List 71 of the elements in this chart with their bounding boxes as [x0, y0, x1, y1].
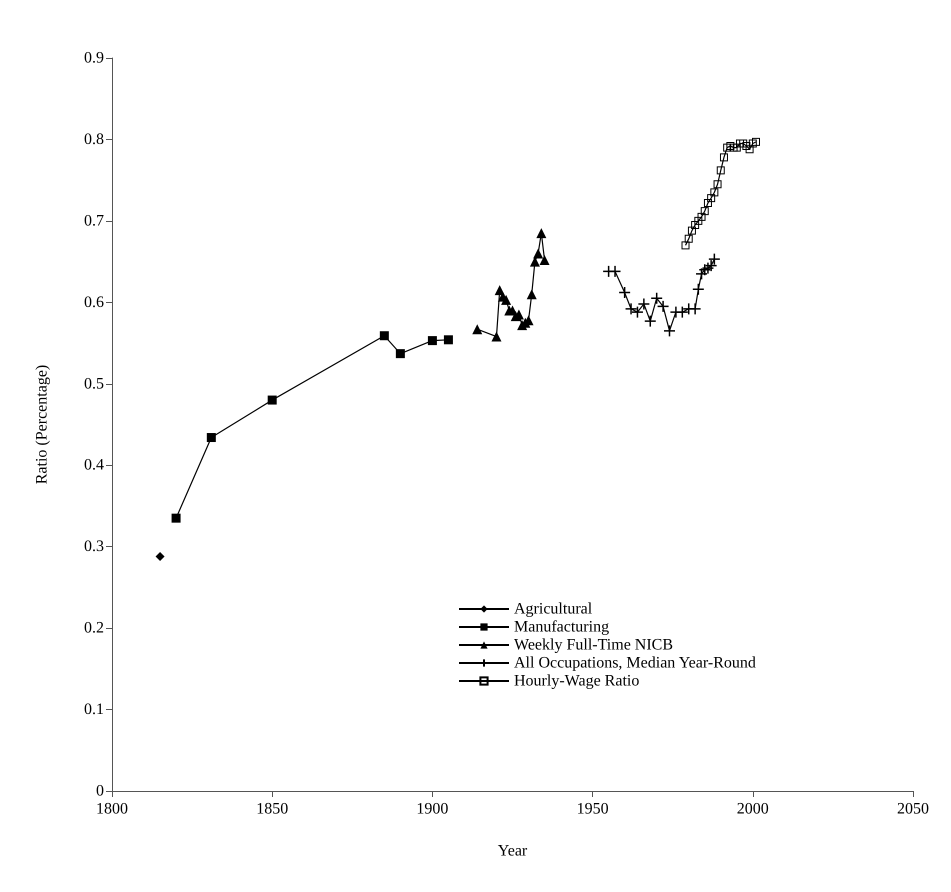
point	[156, 552, 165, 561]
point	[752, 138, 760, 146]
point	[732, 144, 741, 152]
point	[396, 349, 405, 358]
point	[644, 314, 657, 328]
point	[428, 336, 437, 346]
point	[723, 144, 732, 152]
x-tick-label: 1850	[256, 800, 288, 818]
point	[172, 514, 181, 523]
point	[700, 207, 709, 216]
point	[638, 298, 650, 310]
point	[698, 264, 711, 276]
point	[716, 166, 725, 174]
x-tick-label: 1800	[96, 800, 128, 818]
point	[206, 433, 216, 442]
point	[742, 142, 750, 150]
legend-label: Weekly Full-Time NICB	[514, 636, 674, 654]
point	[707, 194, 716, 202]
point	[746, 145, 754, 154]
y-tick-label: 0	[96, 782, 104, 800]
point	[533, 248, 544, 258]
point	[682, 241, 690, 250]
x-tick-label: 1950	[576, 800, 609, 818]
point	[704, 259, 718, 272]
y-tick-label: 0.1	[84, 701, 104, 718]
point	[726, 142, 734, 150]
x-axis-title: Year	[498, 842, 528, 860]
point	[698, 212, 706, 221]
point	[472, 324, 482, 334]
point	[663, 324, 676, 338]
point	[684, 234, 693, 243]
point	[491, 332, 502, 342]
point	[692, 283, 705, 296]
y-tick-label: 0.6	[84, 294, 104, 311]
legend-label: Agricultural	[514, 600, 593, 618]
point	[688, 226, 696, 235]
y-tick-label: 0.2	[84, 620, 104, 637]
point	[501, 294, 512, 305]
y-tick-label: 0.7	[84, 212, 104, 230]
legend-label: All Occupations, Median Year-Round	[514, 654, 756, 672]
point	[708, 252, 721, 266]
y-tick-label: 0.9	[84, 50, 104, 66]
y-tick-label: 0.5	[84, 375, 104, 392]
point	[720, 153, 728, 162]
point	[730, 144, 738, 152]
y-axis-title: Ratio (Percentage)	[34, 364, 50, 484]
x-tick-label: 2000	[736, 800, 769, 818]
point	[526, 289, 537, 300]
point	[710, 188, 718, 196]
point	[691, 220, 700, 229]
point	[714, 180, 722, 188]
point	[268, 396, 277, 405]
x-tick-label: 1900	[416, 800, 448, 818]
point	[444, 335, 453, 344]
point	[540, 254, 550, 265]
point	[694, 216, 702, 225]
point	[704, 198, 712, 207]
point	[676, 306, 689, 318]
point	[702, 262, 714, 274]
point	[688, 302, 702, 316]
legend-label: Manufacturing	[514, 618, 610, 636]
point	[380, 331, 389, 340]
y-tick-label: 0.3	[84, 538, 104, 556]
y-tick-label: 0.8	[84, 130, 104, 148]
point	[695, 268, 708, 280]
point	[618, 286, 631, 299]
x-tick-label: 2050	[897, 800, 929, 818]
legend-label: Hourly-Wage Ratio	[514, 672, 640, 690]
y-tick-label: 0.4	[84, 456, 104, 474]
point	[536, 228, 546, 238]
point	[748, 140, 757, 148]
